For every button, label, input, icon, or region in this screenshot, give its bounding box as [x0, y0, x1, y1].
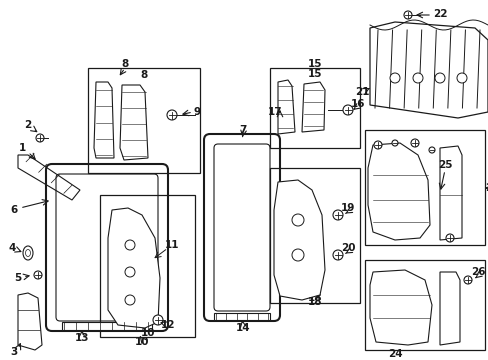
Circle shape — [428, 147, 434, 153]
Text: 8: 8 — [140, 70, 147, 80]
Polygon shape — [120, 85, 148, 160]
Circle shape — [412, 73, 422, 83]
Bar — [62, 322, 152, 330]
Circle shape — [434, 73, 444, 83]
Polygon shape — [367, 143, 429, 240]
Text: 8: 8 — [121, 59, 128, 69]
Text: 13: 13 — [75, 333, 89, 343]
Polygon shape — [439, 146, 461, 240]
Polygon shape — [369, 270, 431, 345]
Circle shape — [403, 11, 411, 19]
Text: 20: 20 — [340, 243, 354, 253]
Polygon shape — [18, 155, 80, 200]
Text: 10: 10 — [135, 337, 149, 347]
Text: 2: 2 — [24, 120, 32, 130]
Text: 26: 26 — [470, 267, 484, 277]
Text: 5: 5 — [14, 273, 21, 283]
Polygon shape — [94, 82, 114, 158]
Text: 22: 22 — [432, 9, 447, 19]
Ellipse shape — [23, 246, 33, 260]
Text: 24: 24 — [387, 349, 402, 359]
Text: 19: 19 — [340, 203, 354, 213]
Bar — [214, 313, 269, 320]
Text: 6: 6 — [10, 205, 18, 215]
Text: 10: 10 — [141, 328, 155, 338]
Circle shape — [34, 271, 42, 279]
Circle shape — [332, 250, 342, 260]
Bar — [364, 260, 484, 350]
Circle shape — [332, 210, 342, 220]
Circle shape — [291, 249, 304, 261]
Circle shape — [291, 214, 304, 226]
Polygon shape — [273, 180, 325, 300]
Polygon shape — [439, 272, 459, 345]
Circle shape — [153, 315, 163, 325]
Polygon shape — [108, 208, 160, 328]
Bar — [269, 168, 359, 303]
Polygon shape — [302, 82, 325, 132]
Circle shape — [389, 73, 399, 83]
Text: 9: 9 — [193, 107, 200, 117]
Circle shape — [125, 240, 135, 250]
Bar — [269, 68, 359, 148]
Circle shape — [410, 139, 418, 147]
Text: 1: 1 — [19, 143, 25, 153]
Polygon shape — [369, 22, 487, 118]
Circle shape — [125, 295, 135, 305]
Text: 23: 23 — [484, 183, 488, 193]
Text: 25: 25 — [437, 160, 451, 170]
Circle shape — [373, 141, 381, 149]
Text: 18: 18 — [307, 293, 322, 303]
Bar — [88, 68, 200, 173]
Bar — [100, 195, 195, 337]
Polygon shape — [18, 293, 42, 350]
Text: 4: 4 — [8, 243, 16, 253]
Text: 21: 21 — [354, 87, 368, 97]
Polygon shape — [278, 80, 294, 134]
Text: 7: 7 — [239, 125, 246, 135]
Text: 12: 12 — [161, 320, 175, 330]
Text: 14: 14 — [235, 323, 250, 333]
Text: 3: 3 — [10, 347, 18, 357]
Text: 11: 11 — [164, 240, 179, 250]
Circle shape — [125, 267, 135, 277]
Circle shape — [456, 73, 466, 83]
Text: 18: 18 — [307, 297, 322, 307]
Text: 17: 17 — [267, 107, 282, 117]
Circle shape — [445, 234, 453, 242]
Circle shape — [463, 276, 471, 284]
Text: 16: 16 — [350, 99, 365, 109]
Circle shape — [167, 110, 177, 120]
Circle shape — [342, 105, 352, 115]
Circle shape — [36, 134, 44, 142]
Ellipse shape — [25, 249, 30, 256]
Text: 15: 15 — [307, 69, 322, 79]
Text: 15: 15 — [307, 59, 322, 69]
Circle shape — [391, 140, 397, 146]
Bar — [364, 130, 484, 245]
